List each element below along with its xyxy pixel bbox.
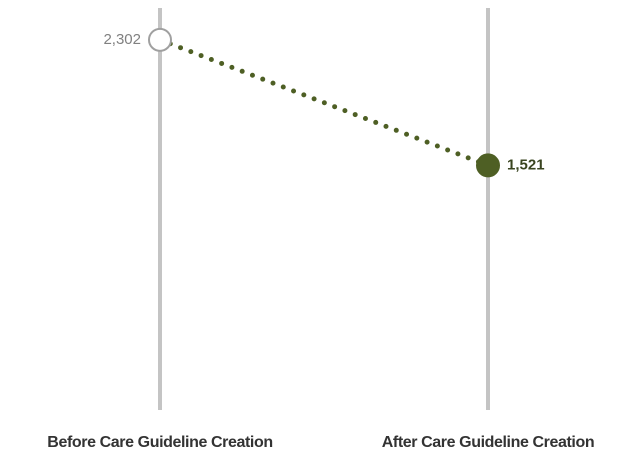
slope-line xyxy=(157,37,491,168)
value-label: 2,302 xyxy=(103,31,141,48)
category-label: Before Care Guideline Creation xyxy=(47,434,272,451)
category-label: After Care Guideline Creation xyxy=(382,434,594,451)
data-point xyxy=(148,27,172,52)
value-label: 1,521 xyxy=(507,156,545,173)
data-point xyxy=(476,153,500,178)
